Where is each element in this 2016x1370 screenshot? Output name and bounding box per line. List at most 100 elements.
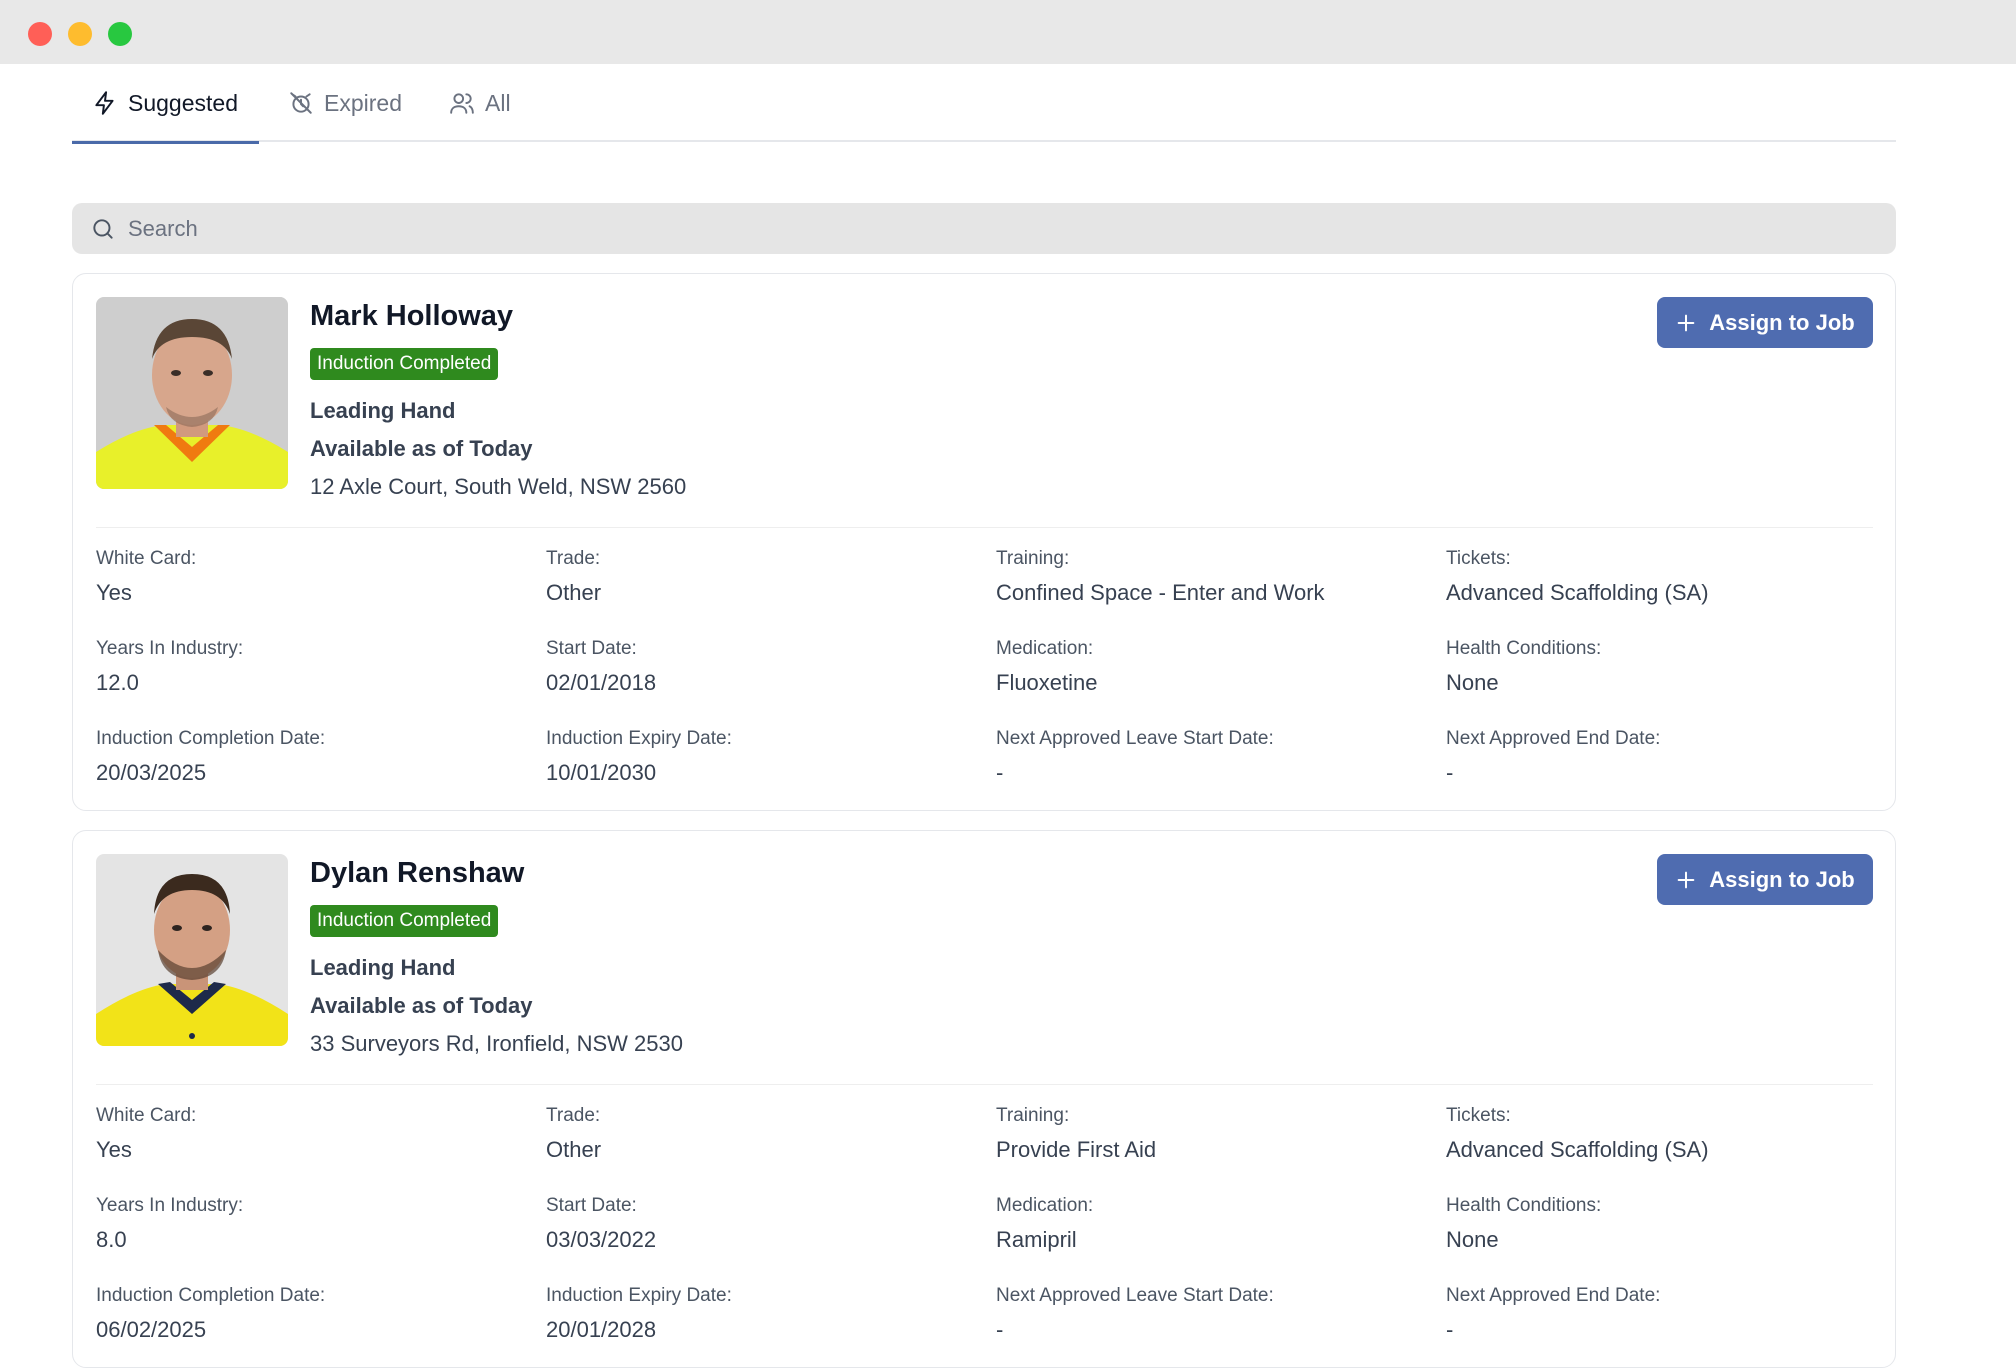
assign-label: Assign to Job [1709, 309, 1855, 335]
field-value: 8.0 [96, 1227, 127, 1252]
tab-label: Suggested [128, 89, 238, 116]
field-label: Training: [996, 548, 1070, 569]
field-induction-expiry-date: Induction Expiry Date: 20/01/2028 [546, 1285, 976, 1343]
field-value: 02/01/2018 [546, 670, 657, 695]
field-label: Next Approved End Date: [1446, 728, 1661, 749]
worker-name: Mark Holloway [310, 300, 514, 332]
field-label: Next Approved Leave Start Date: [996, 728, 1274, 749]
field-label: Induction Expiry Date: [546, 728, 732, 749]
field-leave-start-date: Next Approved Leave Start Date: - [996, 728, 1426, 786]
search-input[interactable] [128, 215, 1828, 242]
field-years-in-industry: Years In Industry: 8.0 [96, 1195, 526, 1253]
field-value: 12.0 [96, 670, 139, 695]
plus-icon [1677, 871, 1695, 888]
field-induction-expiry-date: Induction Expiry Date: 10/01/2030 [546, 728, 976, 786]
field-label: Tickets: [1446, 1105, 1511, 1126]
assign-to-job-button[interactable]: Assign to Job [1657, 297, 1873, 348]
search-bar[interactable] [72, 203, 1896, 254]
worker-card: Dylan Renshaw Induction Completed Leadin… [72, 830, 1896, 1368]
field-value: Confined Space - Enter and Work [996, 580, 1325, 605]
field-label: Tickets: [1446, 548, 1511, 569]
field-label: Years In Industry: [96, 1195, 244, 1216]
assign-to-job-button[interactable]: Assign to Job [1657, 854, 1873, 905]
field-value: None [1446, 1227, 1499, 1252]
field-health-conditions: Health Conditions: None [1446, 1195, 1876, 1253]
field-leave-end-date: Next Approved End Date: - [1446, 1285, 1876, 1343]
field-label: Health Conditions: [1446, 1195, 1602, 1216]
field-label: White Card: [96, 548, 197, 569]
field-value: Other [546, 1137, 602, 1162]
worker-role: Leading Hand [310, 955, 456, 980]
worker-availability: Available as of Today [310, 436, 533, 461]
field-value: 20/03/2025 [96, 760, 207, 785]
field-value: Ramipril [996, 1227, 1077, 1252]
worker-card: Mark Holloway Induction Completed Leadin… [72, 273, 1896, 811]
field-value: - [996, 760, 1004, 785]
field-medication: Medication: Ramipril [996, 1195, 1426, 1253]
field-label: Trade: [546, 1105, 601, 1126]
field-start-date: Start Date: 03/03/2022 [546, 1195, 976, 1253]
tab-all[interactable]: All [449, 64, 511, 142]
field-label: Induction Completion Date: [96, 1285, 326, 1306]
worker-address: 33 Surveyors Rd, Ironfield, NSW 2530 [310, 1031, 683, 1056]
field-label: Medication: [996, 1195, 1094, 1216]
tab-label: All [485, 89, 511, 116]
alarm-off-icon [290, 92, 312, 114]
plus-icon [1677, 314, 1695, 331]
field-induction-completion-date: Induction Completion Date: 20/03/2025 [96, 728, 526, 786]
divider [96, 527, 1873, 528]
field-value: Fluoxetine [996, 670, 1098, 695]
field-start-date: Start Date: 02/01/2018 [546, 638, 976, 696]
tab-bar: Suggested Expired All [72, 64, 1896, 144]
field-label: Trade: [546, 548, 601, 569]
close-window-button[interactable] [28, 22, 52, 46]
divider [96, 1084, 1873, 1085]
search-icon [93, 218, 113, 239]
minimize-window-button[interactable] [68, 22, 92, 46]
field-leave-start-date: Next Approved Leave Start Date: - [996, 1285, 1426, 1343]
field-value: 06/02/2025 [96, 1317, 207, 1342]
maximize-window-button[interactable] [108, 22, 132, 46]
field-label: Induction Completion Date: [96, 728, 326, 749]
field-label: Health Conditions: [1446, 638, 1602, 659]
field-induction-completion-date: Induction Completion Date: 06/02/2025 [96, 1285, 526, 1343]
field-label: Start Date: [546, 638, 637, 659]
worker-address: 12 Axle Court, South Weld, NSW 2560 [310, 474, 687, 499]
tab-suggested[interactable]: Suggested [72, 64, 259, 144]
field-value: Advanced Scaffolding (SA) [1446, 1137, 1709, 1162]
users-icon [450, 93, 474, 114]
field-label: Start Date: [546, 1195, 637, 1216]
field-value: None [1446, 670, 1499, 695]
field-training: Training: Provide First Aid [996, 1105, 1426, 1163]
field-value: Other [546, 580, 602, 605]
worker-availability: Available as of Today [310, 993, 533, 1018]
field-value: 03/03/2022 [546, 1227, 657, 1252]
field-medication: Medication: Fluoxetine [996, 638, 1426, 696]
field-white-card: White Card: Yes [96, 548, 526, 606]
field-value: 20/01/2028 [546, 1317, 657, 1342]
field-white-card: White Card: Yes [96, 1105, 526, 1163]
field-label: Medication: [996, 638, 1094, 659]
window-titlebar [0, 0, 2016, 64]
field-tickets: Tickets: Advanced Scaffolding (SA) [1446, 548, 1876, 606]
field-tickets: Tickets: Advanced Scaffolding (SA) [1446, 1105, 1876, 1163]
tab-expired[interactable]: Expired [288, 64, 402, 142]
tab-label: Expired [324, 89, 402, 116]
field-value: - [1446, 760, 1454, 785]
field-value: Yes [96, 1137, 132, 1162]
field-label: Induction Expiry Date: [546, 1285, 732, 1306]
field-training: Training: Confined Space - Enter and Work [996, 548, 1426, 606]
lightning-icon [95, 91, 114, 115]
field-label: White Card: [96, 1105, 197, 1126]
field-label: Years In Industry: [96, 638, 244, 659]
field-trade: Trade: Other [546, 548, 976, 606]
worker-photo [96, 854, 288, 1046]
field-label: Training: [996, 1105, 1070, 1126]
field-value: Provide First Aid [996, 1137, 1157, 1162]
field-value: Advanced Scaffolding (SA) [1446, 580, 1709, 605]
field-label: Next Approved Leave Start Date: [996, 1285, 1274, 1306]
field-label: Next Approved End Date: [1446, 1285, 1661, 1306]
status-badge: Induction Completed [310, 905, 499, 937]
field-years-in-industry: Years In Industry: 12.0 [96, 638, 526, 696]
status-badge: Induction Completed [310, 348, 499, 380]
